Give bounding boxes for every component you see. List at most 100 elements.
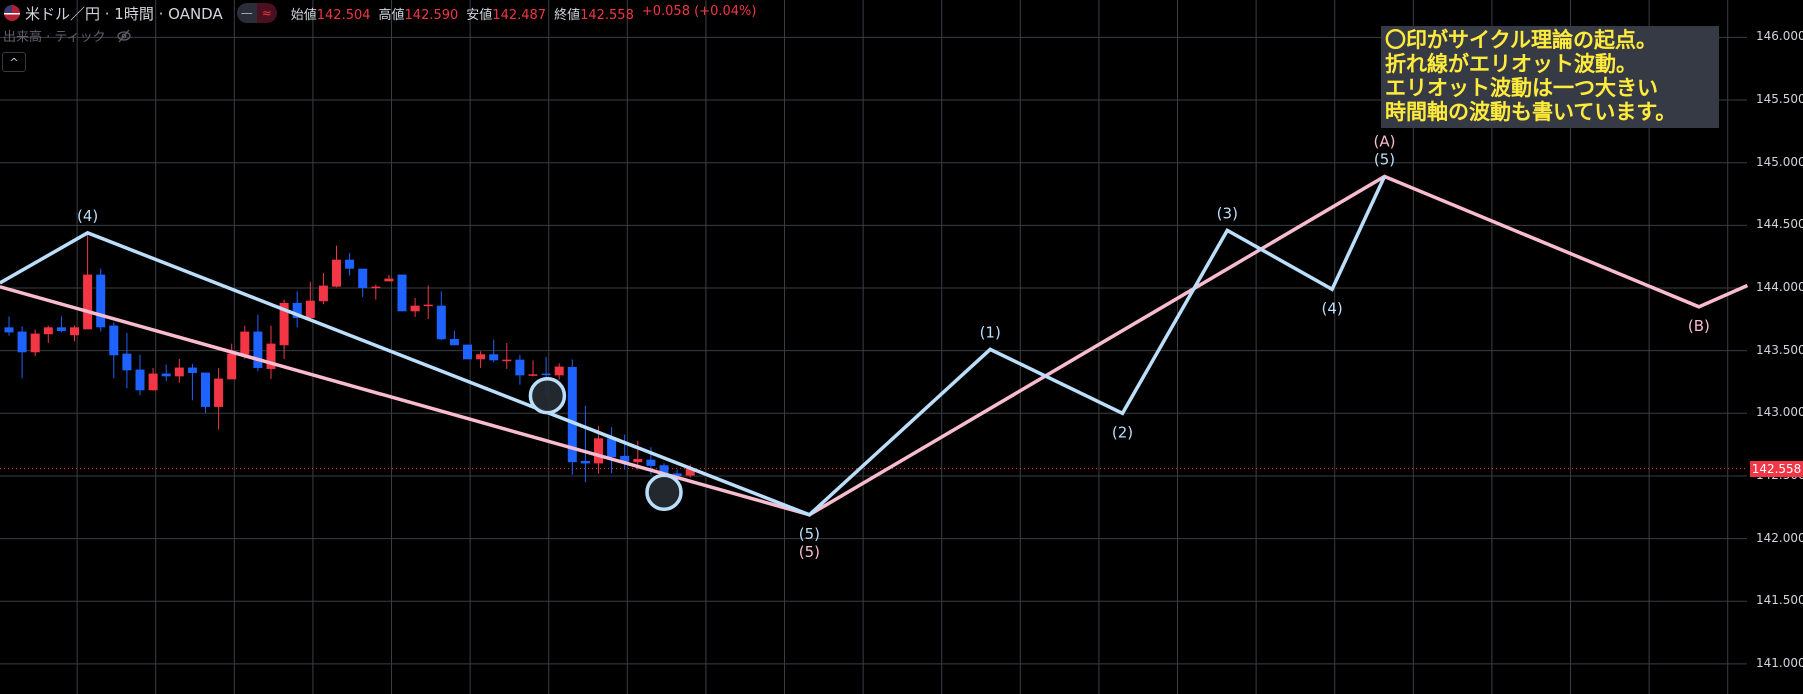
low-value: 142.487 bbox=[492, 7, 547, 23]
market-status-toggle[interactable]: — ≈ bbox=[236, 3, 277, 23]
candle-body bbox=[4, 327, 14, 333]
candle bbox=[292, 291, 302, 328]
candle-body bbox=[17, 331, 27, 353]
candle-body bbox=[528, 374, 538, 376]
candle-body bbox=[161, 373, 171, 377]
candle bbox=[515, 354, 525, 385]
volume-label: 出来高 · ティック bbox=[3, 30, 106, 45]
approx-icon[interactable]: ≈ bbox=[256, 3, 277, 23]
note-line: エリオット波動は一つ大きい bbox=[1385, 76, 1658, 100]
candle-body bbox=[83, 274, 93, 330]
candle-body bbox=[240, 331, 250, 355]
candle-body bbox=[449, 338, 459, 346]
candle-body bbox=[554, 366, 564, 376]
symbol-title[interactable]: 米ドル／円 · 1時間 · OANDA bbox=[25, 4, 223, 23]
collapse-legend-button[interactable]: ^ bbox=[2, 52, 26, 72]
candle bbox=[502, 343, 512, 369]
wave-label: (5) bbox=[799, 543, 820, 561]
candle bbox=[358, 268, 368, 298]
wave-label: (4) bbox=[1321, 299, 1342, 317]
candle bbox=[554, 363, 564, 380]
candle bbox=[214, 367, 224, 430]
candle-body bbox=[227, 353, 237, 380]
open-label: 始値 bbox=[290, 7, 317, 23]
candle-body bbox=[423, 304, 433, 307]
candle bbox=[70, 325, 79, 342]
elliott-wave-line bbox=[0, 175, 1387, 517]
price-tick-label: 141.000 bbox=[1756, 655, 1803, 670]
price-tick-label: 142.000 bbox=[1756, 530, 1803, 545]
candle-body bbox=[214, 378, 224, 407]
candle-body bbox=[266, 343, 276, 369]
close-label: 終値 bbox=[554, 7, 581, 23]
close-value: 142.558 bbox=[580, 7, 634, 23]
candle bbox=[476, 351, 486, 368]
candle bbox=[253, 314, 263, 372]
candle bbox=[436, 291, 446, 341]
candle bbox=[96, 268, 106, 332]
price-tick-label: 143.000 bbox=[1756, 405, 1803, 420]
candle-body bbox=[70, 327, 79, 336]
candle-body bbox=[43, 327, 53, 335]
minus-icon[interactable]: — bbox=[236, 3, 257, 23]
candle bbox=[227, 343, 237, 380]
high-label: 高値 bbox=[378, 7, 405, 23]
candle bbox=[43, 325, 53, 344]
candle bbox=[266, 325, 276, 379]
wave-label: (5) bbox=[799, 525, 820, 543]
candle-body bbox=[607, 438, 617, 458]
candle bbox=[174, 358, 184, 383]
candle bbox=[4, 316, 14, 336]
low-label: 安値 bbox=[466, 7, 493, 23]
candle bbox=[567, 359, 577, 475]
candle-body bbox=[148, 373, 158, 391]
candle bbox=[371, 284, 381, 300]
price-tick-label: 146.000 bbox=[1756, 29, 1803, 44]
candle bbox=[345, 253, 355, 276]
candle-body bbox=[279, 302, 289, 346]
candle-body bbox=[633, 459, 643, 463]
candle bbox=[83, 232, 93, 330]
candle-body bbox=[318, 285, 328, 302]
candle-body bbox=[541, 373, 551, 376]
price-tick-label: 141.500 bbox=[1756, 593, 1803, 608]
candle bbox=[30, 329, 40, 357]
eye-slash-icon[interactable] bbox=[116, 29, 132, 43]
candle-body bbox=[292, 302, 302, 318]
note-line: 〇印がサイクル理論の起点。 bbox=[1385, 28, 1657, 52]
candle-body bbox=[253, 331, 263, 368]
candle bbox=[410, 298, 420, 317]
candle-body bbox=[332, 259, 341, 287]
candle bbox=[135, 354, 145, 396]
wave-label: (4) bbox=[77, 207, 98, 225]
candle-body bbox=[502, 359, 512, 362]
candle bbox=[449, 330, 459, 346]
volume-indicator[interactable]: 出来高 · ティック bbox=[3, 26, 132, 45]
chart-legend: 米ドル／円 · 1時間 · OANDA — ≈ 始値142.504 高値142.… bbox=[4, 3, 756, 23]
cycle-start-circle bbox=[645, 473, 683, 511]
candle bbox=[463, 344, 472, 360]
price-tick-label: 144.500 bbox=[1756, 217, 1803, 232]
ohlc-values: 始値142.504 高値142.590 安値142.487 終値142.558 … bbox=[291, 4, 757, 23]
candle-body bbox=[410, 305, 420, 312]
candle-body bbox=[436, 305, 446, 340]
wave-label: (B) bbox=[1688, 317, 1710, 335]
candle-body bbox=[594, 438, 603, 464]
candle bbox=[489, 339, 499, 363]
candle-body bbox=[659, 465, 669, 474]
candle-body bbox=[358, 268, 368, 288]
candle bbox=[161, 364, 171, 382]
candle bbox=[187, 363, 197, 401]
candle-body bbox=[476, 354, 486, 360]
annotation-note[interactable]: 〇印がサイクル理論の起点。 折れ線がエリオット波動。 エリオット波動は一つ大きい… bbox=[1381, 26, 1719, 128]
candle bbox=[240, 325, 250, 359]
candle-body bbox=[463, 344, 472, 360]
candle-body bbox=[305, 300, 315, 318]
candle bbox=[318, 272, 328, 305]
candle-body bbox=[685, 468, 695, 476]
candle-body bbox=[30, 333, 40, 353]
candle-body bbox=[187, 367, 197, 373]
candle bbox=[148, 367, 158, 391]
candle-body bbox=[515, 359, 525, 376]
candle-body bbox=[646, 459, 656, 466]
